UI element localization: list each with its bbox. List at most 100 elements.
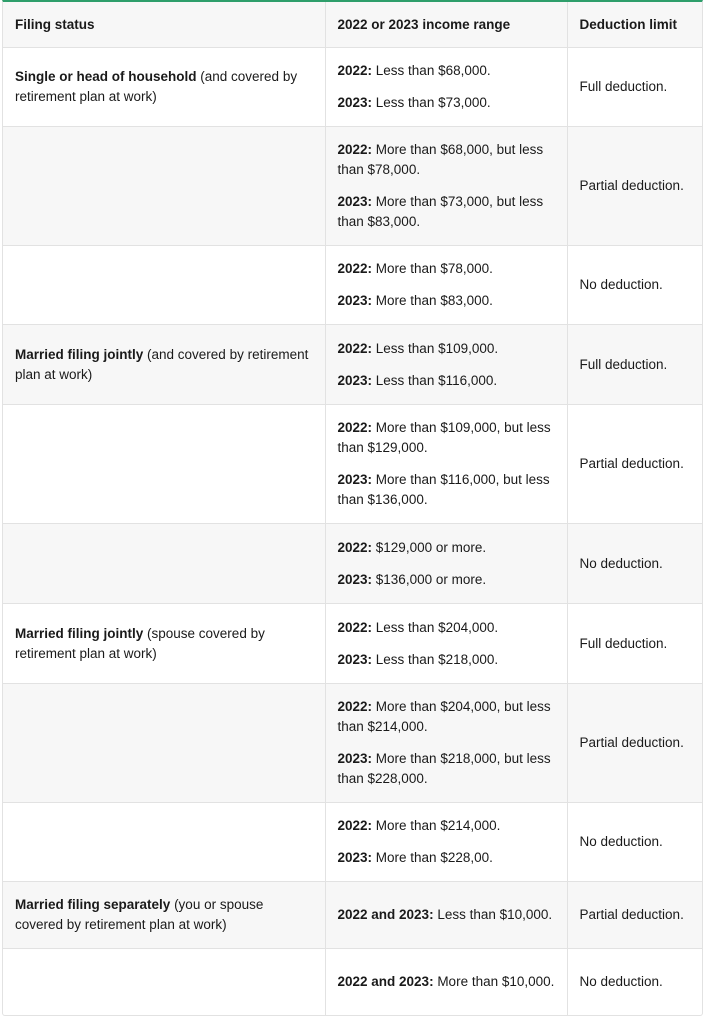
income-range-text: Less than $204,000. <box>372 619 499 635</box>
income-range-line: 2023: More than $218,000, but less than … <box>338 749 555 789</box>
income-range-line: 2023: More than $73,000, but less than $… <box>338 192 555 232</box>
income-year-label: 2022: <box>337 818 373 833</box>
header-income-range: 2022 or 2023 income range <box>325 2 568 48</box>
table-row: Single or head of household (and covered… <box>3 47 702 127</box>
income-range-line: 2023: $136,000 or more. <box>338 570 555 590</box>
income-range-text: Less than $68,000. <box>372 63 491 78</box>
income-range-line: 2022: $129,000 or more. <box>338 538 555 558</box>
income-year-label: 2023: <box>337 571 373 587</box>
income-year-label: 2023: <box>337 372 373 388</box>
income-range-line: 2022 and 2023: Less than $10,000. <box>338 905 555 925</box>
filing-status-note: (and covered by retirement plan at work) <box>15 69 298 104</box>
deduction-limit-cell: No deduction. <box>579 973 663 989</box>
income-range-text: $129,000 or more. <box>372 539 487 555</box>
income-range-line: 2023: More than $83,000. <box>338 291 555 311</box>
income-year-label: 2022 and 2023: <box>337 907 434 922</box>
income-range-text: More than $10,000. <box>433 973 555 989</box>
table-row: 2022: More than $78,000. 2023: More than … <box>3 245 702 325</box>
income-range-line: 2023: More than $228,00. <box>338 848 555 868</box>
deduction-limit-cell: Full deduction. <box>567 603 702 684</box>
income-range-cell: 2022: Less than $109,000. 2023: Less than… <box>325 324 568 405</box>
income-range-cell: 2022: Less than $204,000. 2023: Less than… <box>325 603 568 684</box>
filing-status-cell <box>3 802 326 882</box>
filing-status-bold: Single or head of household <box>15 69 197 84</box>
income-range-text: More than $73,000, but less than $83,000… <box>337 194 544 229</box>
table-header-row: Filing status 2022 or 2023 income range … <box>3 2 702 48</box>
income-year-label: 2022: <box>337 261 373 276</box>
table-row: 2022: More than $204,000, but less than … <box>3 683 702 803</box>
income-year-label: 2022: <box>337 63 373 78</box>
table-body: Single or head of household (and covered… <box>3 47 702 1015</box>
table-row: 2022: More than $109,000, but less than … <box>3 404 702 524</box>
income-year-label: 2022: <box>337 420 373 435</box>
income-range-text: Less than $218,000. <box>372 651 499 667</box>
filing-status-bold: Married filing jointly <box>15 625 144 641</box>
income-range-line: 2022 and 2023: More than $10,000. <box>338 972 555 992</box>
filing-status-cell <box>3 523 326 604</box>
income-range-text: More than $78,000. <box>372 261 493 276</box>
income-range-text: More than $68,000, but less than $78,000… <box>337 142 544 177</box>
filing-status-cell <box>3 683 326 803</box>
income-year-label: 2023: <box>337 651 373 667</box>
income-range-cell: 2022: More than $78,000. 2023: More than … <box>325 245 568 325</box>
filing-status-cell <box>3 245 326 325</box>
income-range-line: 2022: More than $214,000. <box>338 816 555 836</box>
filing-status-cell: Single or head of household (and covered… <box>3 47 326 127</box>
income-range-line: 2022: Less than $109,000. <box>338 339 555 359</box>
income-range-line: 2022: More than $68,000, but less than $… <box>338 140 555 180</box>
deduction-limit-cell: No deduction. <box>567 523 702 604</box>
filing-status-cell <box>3 126 326 246</box>
deduction-limit-cell: No deduction. <box>567 245 702 325</box>
income-year-label: 2022: <box>337 340 373 356</box>
table-row: Married filing jointly (spouse covered b… <box>3 603 702 684</box>
income-range-text: Less than $73,000. <box>372 95 491 110</box>
income-range-cell: 2022: Less than $68,000. 2023: Less than … <box>325 47 568 127</box>
income-range-text: Less than $116,000. <box>372 372 498 388</box>
filing-status-cell: Married filing separately (you or spouse… <box>3 881 326 949</box>
income-range-cell: 2022: More than $214,000. 2023: More than… <box>325 802 568 882</box>
income-range-text: More than $204,000, but less than $214,0… <box>337 699 551 734</box>
deduction-limit-cell: Partial deduction. <box>567 404 702 524</box>
deduction-limit-cell: Full deduction. <box>567 324 702 405</box>
income-year-label: 2022: <box>337 699 373 714</box>
income-range-text: Less than $109,000. <box>372 340 499 356</box>
income-year-label: 2023: <box>337 850 373 865</box>
deduction-limit-cell: Full deduction. <box>567 47 702 127</box>
income-range-line: 2023: Less than $116,000. <box>338 371 555 391</box>
income-range-line: 2023: Less than $73,000. <box>338 93 555 113</box>
income-range-line: 2022: Less than $204,000. <box>338 618 555 638</box>
ira-deduction-table: Filing status 2022 or 2023 income range … <box>3 2 702 1015</box>
table-row: 2022 and 2023: More than $10,000. No dedu… <box>3 948 702 1015</box>
filing-status-note: (you or spouse covered by retirement pla… <box>15 897 264 932</box>
income-range-text: More than $228,00. <box>372 850 493 865</box>
income-year-label: 2023: <box>337 293 373 308</box>
income-range-text: More than $218,000, but less than $228,0… <box>337 751 551 786</box>
filing-status-note: (and covered by retirement plan at work) <box>15 346 309 382</box>
income-year-label: 2022: <box>337 539 373 555</box>
income-range-cell: 2022: More than $68,000, but less than $… <box>325 126 568 246</box>
header-deduction-limit: Deduction limit <box>567 2 702 48</box>
filing-status-bold: Married filing jointly <box>15 346 144 362</box>
deduction-limit-cell: Partial deduction. <box>567 683 702 803</box>
filing-status-cell: Married filing jointly (and covered by r… <box>3 324 326 405</box>
header-filing-status: Filing status <box>3 2 326 48</box>
income-range-line: 2022: More than $109,000, but less than … <box>338 418 555 458</box>
table-row: 2022: More than $214,000. 2023: More than… <box>3 802 702 882</box>
income-range-text: More than $214,000. <box>372 818 501 833</box>
income-range-text: More than $109,000, but less than $129,0… <box>337 420 551 455</box>
income-range-line: 2023: More than $116,000, but less than … <box>338 470 555 510</box>
income-range-line: 2022: More than $78,000. <box>338 259 555 279</box>
income-range-line: 2023: Less than $218,000. <box>338 650 555 670</box>
filing-status-cell <box>3 404 326 524</box>
table-row: 2022: $129,000 or more. 2023: $136,000 or… <box>3 523 702 604</box>
income-year-label: 2022: <box>337 142 373 157</box>
income-range-line: 2022: More than $204,000, but less than … <box>338 697 555 737</box>
income-year-label: 2023: <box>337 472 373 487</box>
income-year-label: 2022: <box>337 619 373 635</box>
deduction-limit-cell: Partial deduction. <box>567 881 702 949</box>
filing-status-cell <box>3 948 326 1015</box>
filing-status-cell: Married filing jointly (spouse covered b… <box>3 603 326 684</box>
income-range-line: 2022: Less than $68,000. <box>338 61 555 81</box>
income-year-label: 2023: <box>337 751 373 766</box>
